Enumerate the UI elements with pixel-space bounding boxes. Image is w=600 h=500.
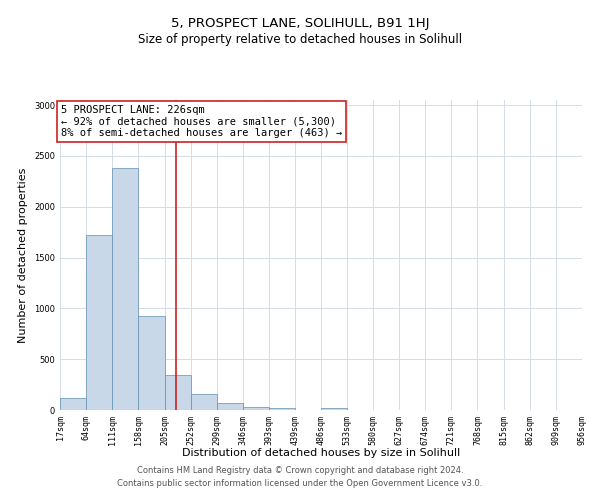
Bar bbox=[112, 168, 139, 410]
Bar bbox=[269, 408, 295, 410]
Y-axis label: Number of detached properties: Number of detached properties bbox=[19, 168, 28, 342]
Bar bbox=[60, 398, 86, 410]
Text: 5, PROSPECT LANE, SOLIHULL, B91 1HJ: 5, PROSPECT LANE, SOLIHULL, B91 1HJ bbox=[171, 18, 429, 30]
Bar bbox=[164, 375, 191, 410]
Text: Size of property relative to detached houses in Solihull: Size of property relative to detached ho… bbox=[138, 32, 462, 46]
Bar bbox=[217, 403, 243, 410]
Text: Distribution of detached houses by size in Solihull: Distribution of detached houses by size … bbox=[182, 448, 460, 458]
Text: Contains HM Land Registry data © Crown copyright and database right 2024.
Contai: Contains HM Land Registry data © Crown c… bbox=[118, 466, 482, 487]
Bar bbox=[243, 407, 269, 410]
Bar bbox=[321, 408, 347, 410]
Bar bbox=[191, 394, 217, 410]
Bar bbox=[86, 235, 112, 410]
Text: 5 PROSPECT LANE: 226sqm
← 92% of detached houses are smaller (5,300)
8% of semi-: 5 PROSPECT LANE: 226sqm ← 92% of detache… bbox=[61, 105, 343, 138]
Bar bbox=[139, 316, 164, 410]
